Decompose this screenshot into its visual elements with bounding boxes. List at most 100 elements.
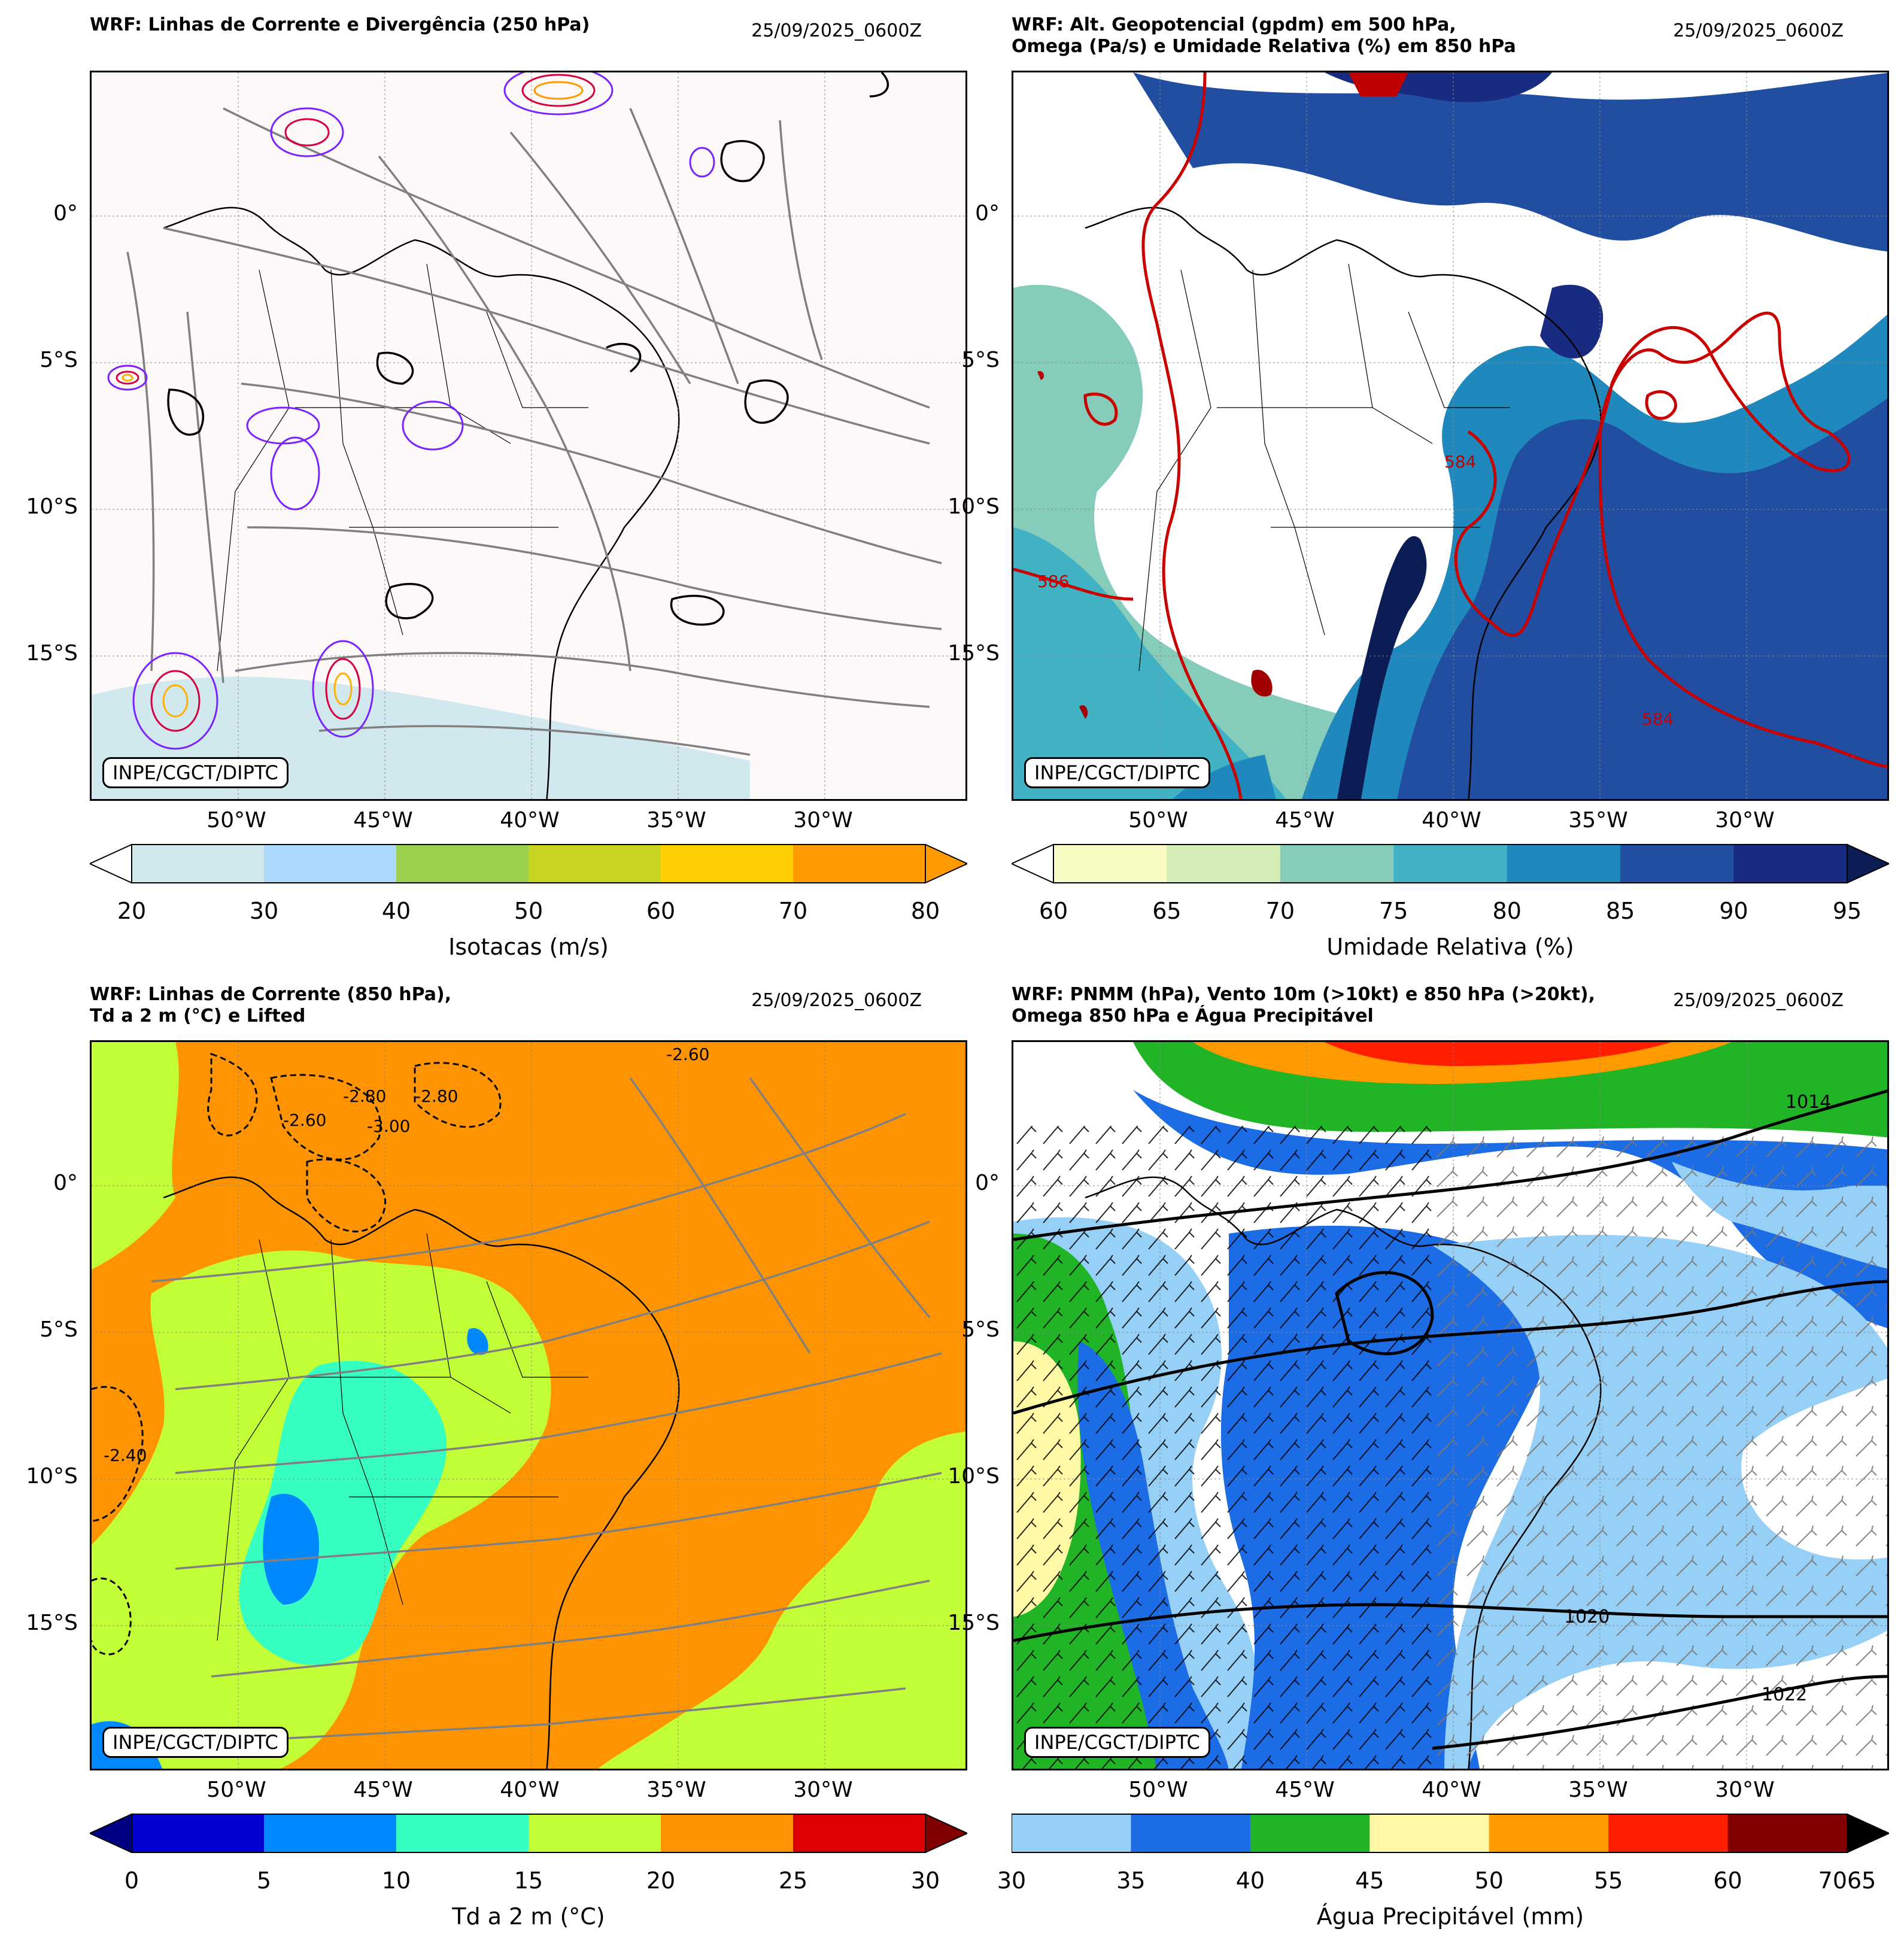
colorbar-segment	[1250, 1814, 1370, 1852]
colorbar-segment	[1620, 845, 1735, 883]
colorbar-tick-label: 80	[1492, 898, 1522, 924]
colorbar-tick-label: 40	[381, 898, 411, 924]
colorbar-ticks: 20 30 40 50 60 70 80	[90, 898, 967, 928]
colorbar-tick-label: 5	[256, 1867, 272, 1894]
colorbar-ticks: 60 65 70 75 80 85 90 95	[1012, 898, 1889, 928]
lat-label-15s: 15°S	[26, 641, 78, 666]
colorbar-segment	[264, 845, 397, 883]
map-graphics	[92, 72, 965, 799]
contour-label: 584	[1642, 709, 1674, 729]
colorbar-extend-low	[1012, 844, 1054, 883]
colorbar-segment	[264, 1814, 397, 1852]
colorbar-segment	[1280, 845, 1394, 883]
colorbar-label: Td a 2 m (°C)	[452, 1903, 605, 1930]
lat-label-5s: 5°S	[961, 1317, 1000, 1342]
colorbar-tick-label: 20	[117, 898, 147, 924]
contour-label: -2.60	[283, 1110, 326, 1130]
colorbar-segment	[1053, 845, 1167, 883]
colorbar-tick-label: 20	[646, 1867, 676, 1894]
isobar-label: 1014	[1785, 1092, 1831, 1113]
panel-date: 25/09/2025_0600Z	[751, 20, 922, 41]
colorbar	[90, 1814, 967, 1853]
lat-label-0: 0°	[975, 1171, 1000, 1195]
colorbar-tick-label: 65	[1152, 898, 1182, 924]
lon-label-30w: 30°W	[793, 808, 853, 833]
colorbar-segment	[396, 845, 529, 883]
colorbar-tick-label: 7065	[1818, 1867, 1876, 1894]
lat-label-10s: 10°S	[26, 494, 78, 519]
colorbar-tick-label: 75	[1379, 898, 1408, 924]
map-area[interactable]: -2.60 -2.80 -3.00 -2.80 -2.60 -2.40 INPE…	[90, 1040, 967, 1770]
colorbar-segment	[1012, 1814, 1131, 1852]
colorbar-segment	[1489, 1814, 1609, 1852]
lon-label-35w: 35°W	[646, 1778, 706, 1802]
panel-date: 25/09/2025_0600Z	[1673, 20, 1844, 41]
colorbar-frame	[1053, 844, 1848, 883]
panel-500hpa-geopotential: WRF: Alt. Geopotencial (gpdm) em 500 hPa…	[922, 0, 1889, 960]
colorbar-extend-high	[1847, 1814, 1889, 1853]
lon-label-50w: 50°W	[207, 1778, 266, 1802]
colorbar-tick-label: 60	[1038, 898, 1068, 924]
colorbar-tick-label: 10	[381, 1867, 411, 1894]
lon-label-50w: 50°W	[207, 808, 266, 833]
panel-250hpa-streamlines: WRF: Linhas de Corrente e Divergência (2…	[0, 0, 967, 960]
colorbar-tick-label: 85	[1605, 898, 1635, 924]
lat-label-15s: 15°S	[26, 1611, 78, 1635]
colorbar-extend-low	[90, 844, 132, 883]
colorbar-segment	[793, 845, 926, 883]
colorbar-segment	[396, 1814, 529, 1852]
colorbar-segment	[132, 845, 265, 883]
panel-title: WRF: Alt. Geopotencial (gpdm) em 500 hPa…	[1012, 14, 1516, 57]
map-graphics: -2.60 -2.80 -3.00 -2.80 -2.60 -2.40	[92, 1042, 965, 1769]
lon-label-30w: 30°W	[1715, 808, 1775, 833]
lat-label-5s: 5°S	[40, 348, 78, 372]
lon-label-35w: 35°W	[1568, 1778, 1628, 1802]
lat-label-10s: 10°S	[948, 1464, 1000, 1489]
colorbar-segment	[1167, 845, 1281, 883]
colorbar-segment	[529, 1814, 661, 1852]
lon-label-40w: 40°W	[500, 1778, 560, 1802]
lat-label-15s: 15°S	[948, 1611, 1000, 1635]
colorbar-segment	[132, 1814, 265, 1852]
colorbar-tick-label: 25	[778, 1867, 808, 1894]
colorbar-label: Isotacas (m/s)	[448, 934, 609, 960]
lon-label-45w: 45°W	[1275, 1778, 1335, 1802]
map-graphics: 584 586 584	[1013, 72, 1887, 799]
colorbar-tick-label: 30	[910, 1867, 940, 1894]
lon-label-40w: 40°W	[1422, 808, 1481, 833]
colorbar-tick-label: 40	[1235, 1867, 1265, 1894]
map-area[interactable]: 1014 1020 1022 INPE/CGCT/DIPTC	[1012, 1040, 1889, 1770]
colorbar-segment	[1727, 1814, 1848, 1852]
lon-label-50w: 50°W	[1128, 1778, 1188, 1802]
colorbar-tick-label: 30	[249, 898, 279, 924]
colorbar-tick-label: 60	[1713, 1867, 1742, 1894]
colorbar-tick-label: 50	[1474, 1867, 1504, 1894]
contour-label: -3.00	[367, 1116, 410, 1136]
colorbar-tick-label: 95	[1832, 898, 1862, 924]
credit-label: INPE/CGCT/DIPTC	[1024, 1727, 1210, 1758]
isobar-label: 1020	[1564, 1606, 1610, 1627]
colorbar-tick-label: 60	[646, 898, 676, 924]
colorbar-segment	[1507, 845, 1621, 883]
map-area[interactable]: 584 586 584 INPE/CGCT/DIPTC	[1012, 71, 1889, 801]
panel-pnmm-precipitable-water: WRF: PNMM (hPa), Vento 10m (>10kt) e 850…	[922, 970, 1889, 1930]
colorbar-tick-label: 0	[124, 1867, 139, 1894]
credit-label: INPE/CGCT/DIPTC	[1024, 757, 1210, 788]
colorbar-segment	[529, 845, 661, 883]
map-area[interactable]: INPE/CGCT/DIPTC	[90, 71, 967, 801]
contour-label: 586	[1037, 572, 1069, 591]
colorbar-tick-label: 70	[778, 898, 808, 924]
colorbar-segment	[1733, 845, 1848, 883]
lat-label-15s: 15°S	[948, 641, 1000, 666]
map-graphics: 1014 1020 1022	[1013, 1042, 1887, 1769]
colorbar-segment	[1393, 845, 1508, 883]
lon-label-40w: 40°W	[1422, 1778, 1481, 1802]
colorbar	[1012, 1814, 1889, 1853]
colorbar	[1012, 844, 1889, 883]
panel-title: WRF: PNMM (hPa), Vento 10m (>10kt) e 850…	[1012, 984, 1596, 1026]
colorbar-ticks: 30 35 40 45 50 55 60 7065	[997, 1867, 1889, 1897]
contour-label: -2.40	[104, 1445, 147, 1465]
colorbar-tick-label: 35	[1116, 1867, 1146, 1894]
lat-label-5s: 5°S	[961, 348, 1000, 372]
lon-label-45w: 45°W	[353, 808, 413, 833]
